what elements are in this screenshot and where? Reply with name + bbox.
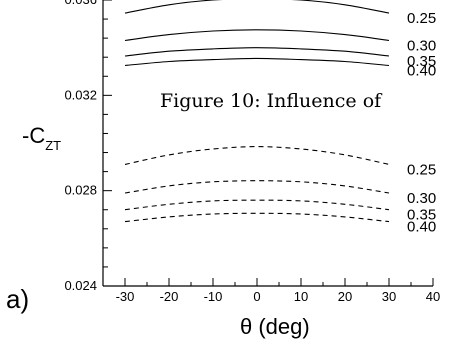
series-layer xyxy=(124,0,390,223)
series-line-solid-0.40 xyxy=(124,57,390,67)
x-tick-label: -20 xyxy=(160,289,179,304)
series-label-solid-0.35: 0.35 xyxy=(407,53,436,70)
y-tick-label: 0.032 xyxy=(64,87,97,102)
series-line-dashed-0.25 xyxy=(124,146,390,165)
series-line-dashed-0.35 xyxy=(124,199,390,211)
x-tick-label: -10 xyxy=(204,289,223,304)
series-line-solid-0.25 xyxy=(124,0,390,14)
caption-backdrop xyxy=(155,84,449,112)
ylabel: -CZT xyxy=(22,123,61,153)
y-tick-label: 0.024 xyxy=(64,278,97,293)
panel-label: a) xyxy=(6,284,29,314)
series-line-solid-0.30 xyxy=(124,29,390,42)
x-tick-label: -30 xyxy=(116,289,135,304)
x-tick-label: 40 xyxy=(426,289,440,304)
x-tick-label: 0 xyxy=(253,289,260,304)
x-tick-label: 20 xyxy=(338,289,352,304)
series-labels: 0.250.300.350.400.250.300.350.40 xyxy=(407,10,436,236)
series-label-dashed-0.25: 0.25 xyxy=(407,161,436,178)
series-label-solid-0.40: 0.40 xyxy=(407,63,436,80)
figure-caption: Figure 10: Influence of xyxy=(160,90,383,112)
series-label-dashed-0.40: 0.40 xyxy=(407,219,436,236)
plot-axes: -30 -20 -10 0 10 20 30 40 0.024 0.028 0.032 0.036 xyxy=(64,0,440,304)
y-tick-label: 0.036 xyxy=(64,0,97,7)
series-line-dashed-0.30 xyxy=(124,180,390,194)
xlabel: θ (deg) xyxy=(240,314,310,339)
series-label-solid-0.25: 0.25 xyxy=(407,10,436,27)
series-label-dashed-0.35: 0.35 xyxy=(407,207,436,224)
series-line-dashed-0.40 xyxy=(124,212,390,223)
y-tick-label: 0.028 xyxy=(64,183,97,198)
series-label-solid-0.30: 0.30 xyxy=(407,38,436,55)
series-line-solid-0.35 xyxy=(124,47,390,57)
series-label-dashed-0.30: 0.30 xyxy=(407,190,436,207)
x-tick-label: 30 xyxy=(382,289,396,304)
ylabel-subscript: ZT xyxy=(45,138,61,153)
x-tick-label: 10 xyxy=(294,289,308,304)
